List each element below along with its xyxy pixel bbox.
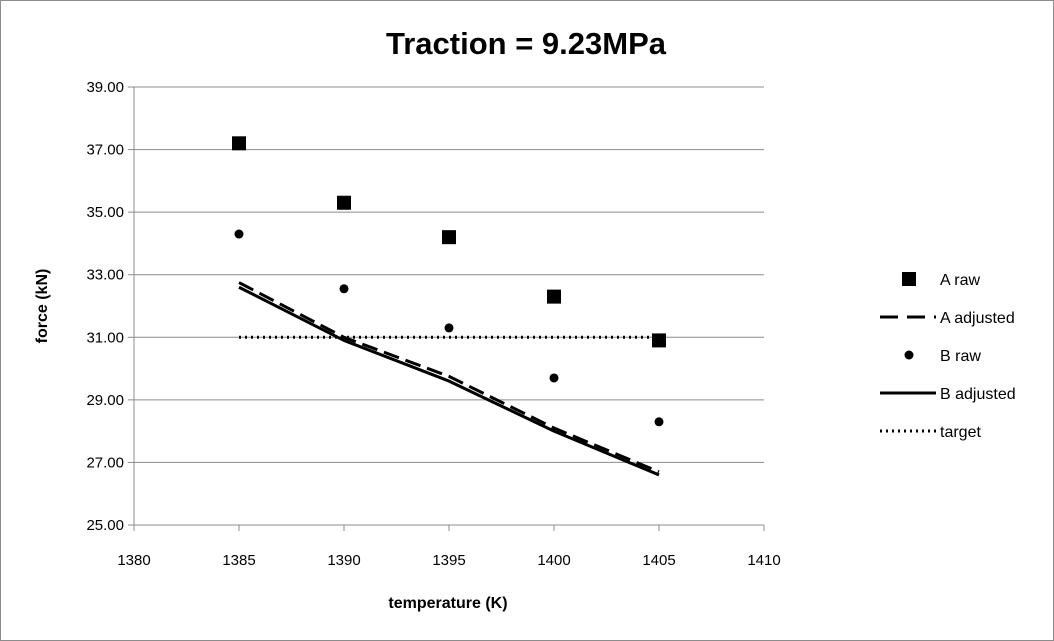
- x-axis-title: temperature (K): [388, 595, 507, 612]
- y-tick-label: 31.00: [86, 329, 124, 346]
- data-point-a-raw: [337, 195, 351, 210]
- y-tick-label: 33.00: [86, 267, 124, 284]
- y-tick-label: 27.00: [86, 454, 124, 471]
- y-tick-label: 35.00: [86, 204, 124, 221]
- series-line-b-adjusted: [238, 285, 660, 477]
- data-point-b-raw: [339, 284, 349, 294]
- legend-entry: target: [880, 424, 981, 441]
- x-tick-labels: 1380 1385 1390 1395 1400 1405 1410: [117, 552, 780, 569]
- y-tick-label: 37.00: [86, 142, 124, 159]
- series-line-a-adjusted: [238, 281, 660, 474]
- legend-label: B adjusted: [940, 386, 1016, 403]
- legend-entry: A raw: [902, 272, 980, 289]
- axes: [128, 86, 765, 531]
- data-point-b-raw: [234, 229, 244, 239]
- x-tick-label: 1390: [327, 552, 360, 569]
- data-point-a-raw: [232, 136, 246, 151]
- grid: [134, 86, 764, 463]
- legend-entry: B raw: [904, 348, 981, 365]
- data-point-a-raw: [442, 230, 456, 245]
- legend-entry: A adjusted: [880, 310, 1015, 327]
- x-tick-label: 1380: [117, 552, 150, 569]
- y-axis-title: force (kN): [34, 269, 51, 344]
- data-point-b-raw: [654, 417, 664, 427]
- x-tick-label: 1405: [642, 552, 675, 569]
- y-tick-label: 25.00: [86, 517, 124, 534]
- legend-label: target: [940, 424, 981, 441]
- legend-label: B raw: [940, 348, 981, 365]
- data-point-a-raw: [652, 333, 666, 348]
- series-layer: [232, 136, 666, 477]
- legend-entry: B adjusted: [880, 386, 1016, 403]
- x-tick-label: 1395: [432, 552, 465, 569]
- legend-label: A raw: [940, 272, 980, 289]
- chart-title: Traction = 9.23MPa: [386, 26, 667, 61]
- x-tick-label: 1400: [537, 552, 570, 569]
- data-point-b-raw: [549, 373, 559, 383]
- legend: A raw A adjusted B raw B adjusted target: [880, 272, 1016, 441]
- x-tick-label: 1385: [222, 552, 255, 569]
- legend-swatch: [904, 350, 914, 360]
- y-tick-label: 29.00: [86, 392, 124, 409]
- data-point-a-raw: [547, 289, 561, 304]
- legend-label: A adjusted: [940, 310, 1015, 327]
- data-point-b-raw: [444, 323, 454, 333]
- y-tick-labels: 25.00 27.00 29.00 31.00 33.00 35.00 37.00 39.00: [86, 79, 124, 534]
- x-tick-label: 1410: [747, 552, 780, 569]
- legend-swatch: [902, 272, 916, 286]
- y-tick-label: 39.00: [86, 79, 124, 96]
